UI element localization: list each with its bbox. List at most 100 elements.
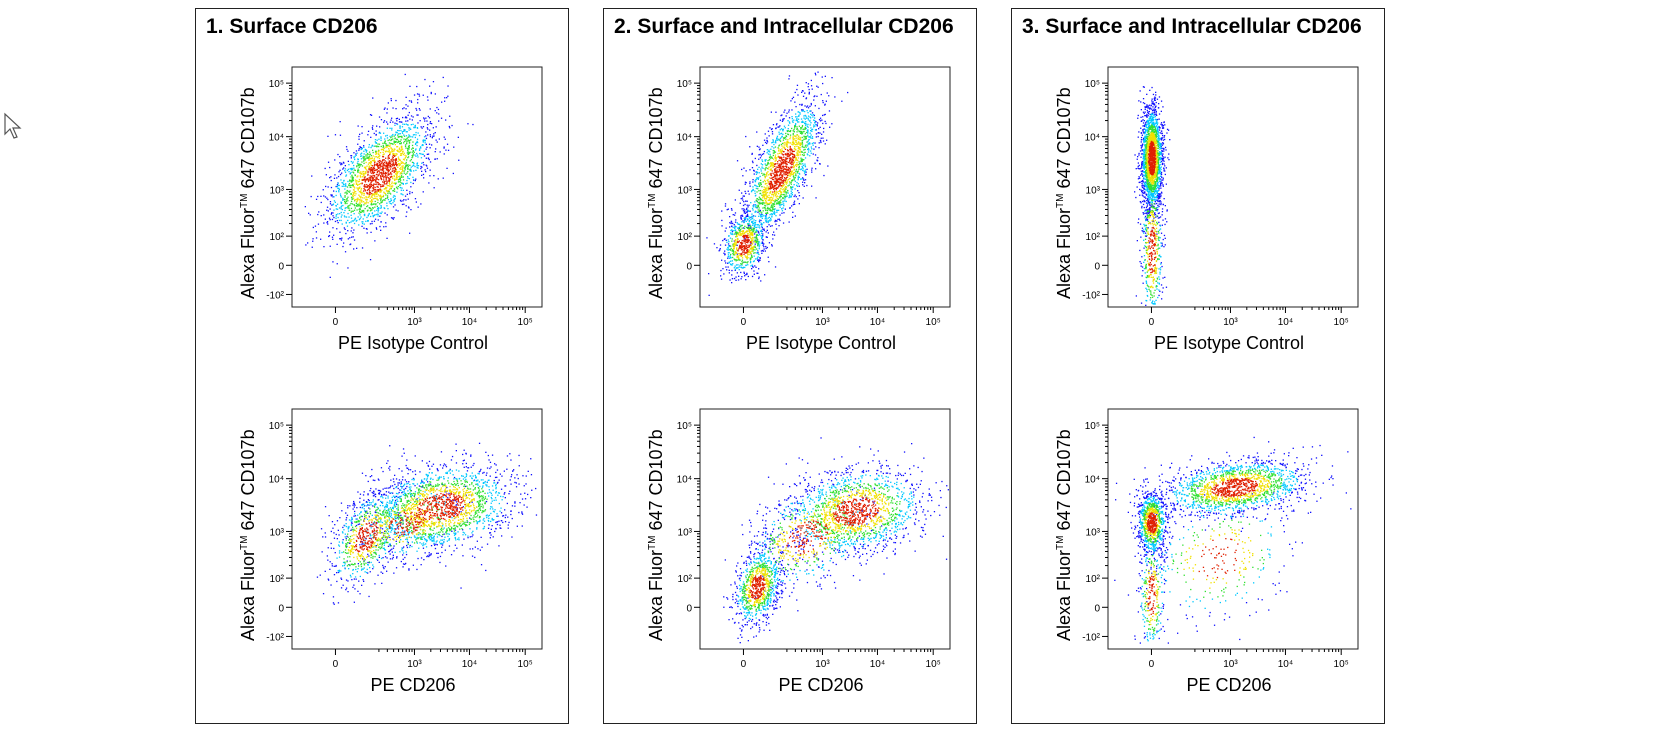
event-dot <box>480 564 483 566</box>
event-dot <box>414 497 416 499</box>
event-dot <box>410 101 413 103</box>
event-dot <box>402 523 404 525</box>
event-dot <box>379 152 382 154</box>
event-dot <box>382 547 384 550</box>
event-dot <box>371 169 373 171</box>
event-dot <box>377 153 380 156</box>
event-dot <box>471 535 473 538</box>
event-dot <box>390 485 392 487</box>
event-dot <box>385 146 387 148</box>
event-dot <box>407 490 409 492</box>
event-dot <box>416 515 418 517</box>
event-dot <box>419 521 421 523</box>
event-dot <box>386 190 389 192</box>
event-dot <box>395 118 398 120</box>
event-dot <box>486 485 488 487</box>
event-dot <box>414 473 417 476</box>
event-dot <box>426 555 428 558</box>
event-dot <box>392 538 394 540</box>
event-dot <box>430 536 432 538</box>
event-dot <box>377 211 379 213</box>
event-dot <box>445 464 447 466</box>
event-dot <box>351 162 354 164</box>
event-dot <box>389 526 391 528</box>
event-dot <box>418 149 421 151</box>
event-dot <box>393 142 395 144</box>
event-dot <box>358 521 360 523</box>
event-dot <box>384 188 386 190</box>
event-dot <box>354 515 357 517</box>
event-dot <box>506 502 508 505</box>
event-dot <box>388 491 390 493</box>
event-dot <box>434 490 436 492</box>
event-dot <box>363 145 365 147</box>
event-dot <box>341 541 344 543</box>
event-dot <box>420 538 422 540</box>
event-dot <box>346 189 348 192</box>
event-dot <box>408 493 410 495</box>
event-dot <box>394 499 397 502</box>
event-dot <box>397 487 399 490</box>
event-dot <box>445 504 447 506</box>
event-dot <box>474 513 476 515</box>
event-dot <box>422 490 424 493</box>
event-dot <box>400 153 402 155</box>
event-dot <box>435 148 437 150</box>
event-dot <box>463 459 465 461</box>
event-dot <box>386 205 388 207</box>
event-dot <box>406 546 409 549</box>
event-dot <box>371 196 373 199</box>
event-dot <box>344 549 347 551</box>
event-dot <box>411 497 413 499</box>
event-dot <box>403 163 406 165</box>
event-dot <box>366 179 368 181</box>
event-dot <box>347 267 349 269</box>
event-dot <box>460 513 462 516</box>
event-dot <box>407 206 410 208</box>
event-dot <box>359 497 361 499</box>
event-dot <box>453 528 455 530</box>
event-dot <box>413 162 415 165</box>
event-dot <box>383 207 385 209</box>
event-dot <box>390 98 392 100</box>
event-dot <box>320 238 322 240</box>
event-dot <box>415 526 417 528</box>
event-dot <box>364 571 366 573</box>
event-dot <box>480 468 482 471</box>
event-dot <box>397 188 399 190</box>
event-dot <box>372 125 374 127</box>
event-dot <box>428 555 430 558</box>
event-dot <box>435 506 437 508</box>
event-dot <box>400 519 402 522</box>
event-dot <box>402 179 405 181</box>
event-dot <box>363 177 365 179</box>
event-dot <box>474 512 476 514</box>
event-dot <box>379 189 381 191</box>
event-dot <box>456 501 458 503</box>
event-dot <box>427 99 429 101</box>
event-dot <box>384 542 386 544</box>
event-dot <box>379 172 381 174</box>
event-dot <box>429 517 432 519</box>
event-dot <box>480 479 482 481</box>
event-dot <box>358 164 360 166</box>
event-dot <box>347 549 350 551</box>
event-dot <box>510 459 512 461</box>
event-dot <box>396 132 398 134</box>
event-dot <box>359 501 361 503</box>
event-dot <box>486 516 488 519</box>
event-dot <box>413 127 415 129</box>
event-dot <box>426 476 429 478</box>
event-dot <box>349 180 351 182</box>
event-dot <box>484 492 486 494</box>
event-dot <box>406 525 408 528</box>
event-dot <box>409 173 411 175</box>
event-dot <box>461 496 463 499</box>
event-dot <box>368 545 370 548</box>
event-dot <box>394 141 396 143</box>
event-dot <box>396 176 398 179</box>
event-dot <box>352 189 355 191</box>
event-dot <box>338 184 340 187</box>
event-dot <box>432 529 434 531</box>
event-dot <box>330 179 332 182</box>
